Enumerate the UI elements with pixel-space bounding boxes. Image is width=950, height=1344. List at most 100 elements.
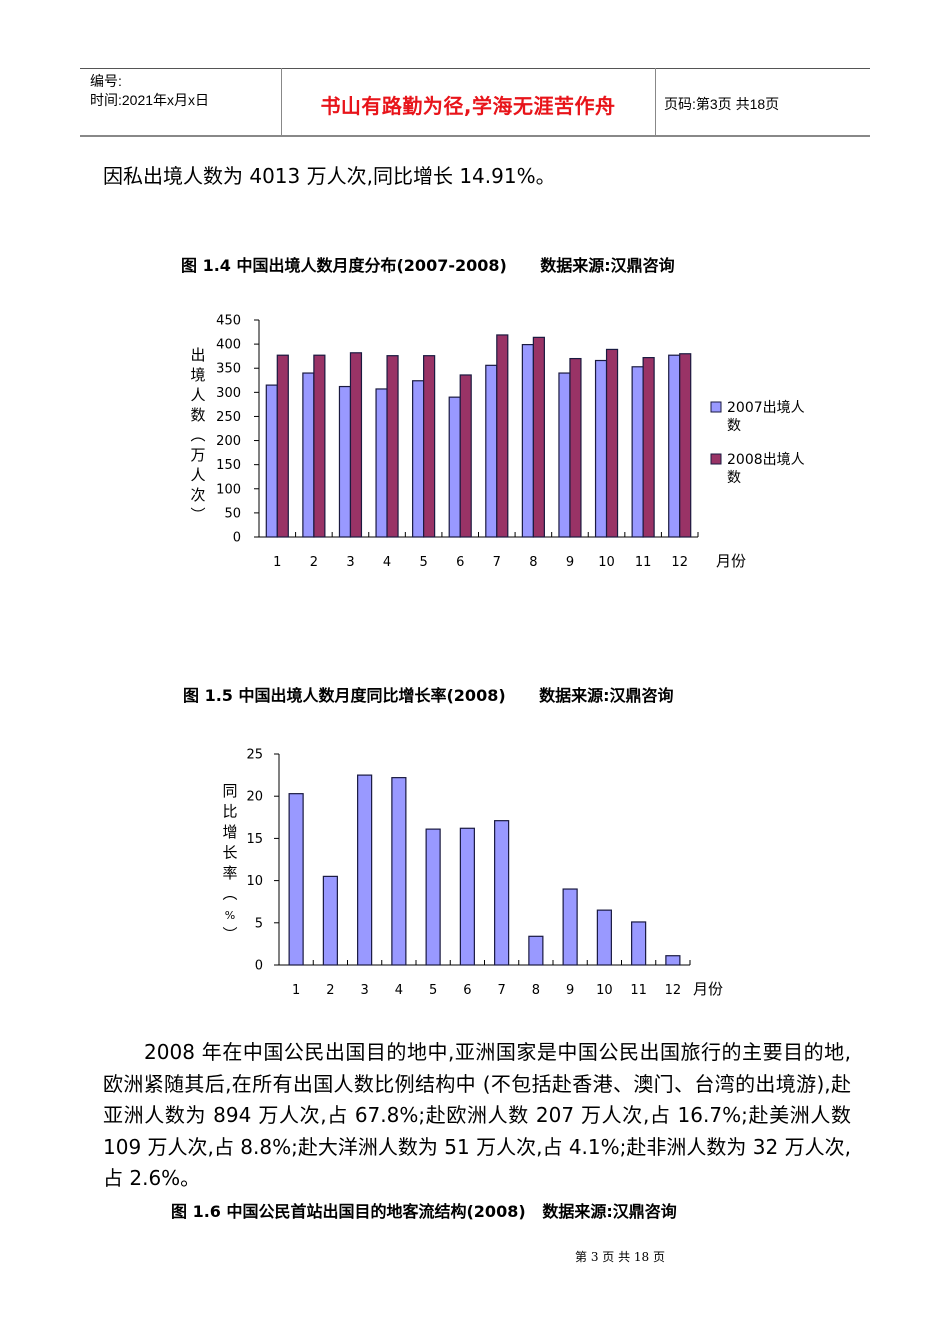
y-tick-label: 350 xyxy=(216,362,241,377)
x-tick-label: 8 xyxy=(529,555,537,570)
bar-series1-1 xyxy=(265,384,278,538)
y-axis-label-char: ︶ xyxy=(190,506,205,524)
x-tick-label: 6 xyxy=(463,983,471,998)
y-tick-label: 200 xyxy=(216,434,241,449)
y-axis-label-char: 境 xyxy=(190,366,205,384)
bar-series2-2 xyxy=(313,354,326,538)
y-tick-label: 15 xyxy=(246,832,263,847)
bar-series2-7 xyxy=(496,334,509,538)
x-tick-label: 1 xyxy=(292,983,300,998)
figure-1-5-title: 图 1.5 中国出境人数月度同比增长率(2008) 数据来源:汉鼎咨询 xyxy=(183,686,674,705)
x-tick-label: 12 xyxy=(665,983,682,998)
bar-series1-6 xyxy=(459,827,475,966)
y-axis-label-char: ︶ xyxy=(222,926,237,944)
bar-series1-8 xyxy=(521,343,534,538)
header-motto: 书山有路勤为径,学海无涯苦作舟 xyxy=(320,94,616,118)
legend-label-2: 2008出境人 xyxy=(727,452,805,468)
bar-series2-4 xyxy=(386,355,399,538)
x-axis-label: 月份 xyxy=(716,552,746,570)
x-tick-label: 9 xyxy=(566,983,574,998)
x-tick-label: 7 xyxy=(497,983,505,998)
y-tick-label: 150 xyxy=(216,458,241,473)
bar-series1-9 xyxy=(558,372,571,538)
bar-series1-11 xyxy=(631,366,644,538)
intro-line: 因私出境人数为 4013 万人次,同比增长 14.91%。 xyxy=(103,164,556,188)
y-tick-label: 0 xyxy=(233,531,241,546)
y-tick-label: 20 xyxy=(246,790,263,805)
legend-swatch-1 xyxy=(710,401,722,413)
y-tick-label: 250 xyxy=(216,410,241,425)
y-tick-label: 400 xyxy=(216,338,241,353)
header-divider-left xyxy=(281,68,282,136)
header-bottom-rule xyxy=(80,135,870,137)
bar-series2-10 xyxy=(605,348,619,538)
bar-series2-6 xyxy=(459,374,472,538)
y-axis-label-char: 人 xyxy=(190,466,205,484)
header-meta: 编号: 时间:2021年x月x日 xyxy=(90,72,209,110)
bar-series1-2 xyxy=(302,372,315,538)
bar-series1-9 xyxy=(562,888,578,966)
bar-series1-6 xyxy=(448,396,461,538)
bar-series1-7 xyxy=(494,820,510,966)
y-axis-label-char: 人 xyxy=(190,386,205,404)
bar-series1-10 xyxy=(596,909,612,966)
y-tick-label: 50 xyxy=(224,506,241,521)
bar-series2-9 xyxy=(569,357,582,538)
bar-series1-5 xyxy=(425,828,441,966)
document-date-label: 时间:2021年x月x日 xyxy=(90,92,210,108)
bar-series1-4 xyxy=(375,388,388,538)
bar-series2-1 xyxy=(276,354,289,538)
document-number-label: 编号: xyxy=(90,73,122,89)
y-axis-label-char: 数 xyxy=(190,406,205,424)
x-tick-label: 2 xyxy=(326,983,334,998)
y-axis-label-char: % xyxy=(225,909,235,922)
y-tick-label: 5 xyxy=(255,916,263,931)
legend-label-1-cont: 数 xyxy=(727,418,741,434)
bar-series2-11 xyxy=(642,357,655,538)
x-axis-label: 月份 xyxy=(693,980,723,998)
x-tick-label: 7 xyxy=(493,555,501,570)
bar-series2-8 xyxy=(532,336,545,538)
bar-series1-5 xyxy=(412,380,425,538)
bar-series1-12 xyxy=(665,955,681,966)
legend-label-2-cont: 数 xyxy=(727,470,741,486)
bar-series2-3 xyxy=(349,352,363,538)
y-tick-label: 300 xyxy=(216,386,241,401)
destination-paragraph: 2008 年在中国公民出国目的地中,亚洲国家是中国公民出国旅行的主要目的地,欧洲… xyxy=(103,1040,851,1190)
bar-series1-3 xyxy=(357,774,373,966)
bar-series1-12 xyxy=(668,354,681,538)
bar-series1-2 xyxy=(322,875,338,966)
x-tick-label: 3 xyxy=(346,555,354,570)
y-axis-label-char: 同 xyxy=(222,782,237,800)
y-axis-label-char: 万 xyxy=(190,446,205,464)
page-footer: 第 3 页 共 18 页 xyxy=(575,1250,665,1264)
y-tick-label: 100 xyxy=(216,482,241,497)
y-tick-label: 450 xyxy=(216,314,241,329)
legend-swatch-2 xyxy=(710,453,722,465)
x-tick-label: 5 xyxy=(419,555,427,570)
y-axis-label-char: 增 xyxy=(222,823,237,841)
figure-1-4-title: 图 1.4 中国出境人数月度分布(2007-2008) 数据来源:汉鼎咨询 xyxy=(181,256,675,275)
x-tick-label: 12 xyxy=(671,555,688,570)
x-tick-label: 1 xyxy=(273,555,281,570)
x-tick-label: 9 xyxy=(566,555,574,570)
x-tick-label: 10 xyxy=(596,983,613,998)
bar-series1-1 xyxy=(288,793,304,966)
bar-series1-10 xyxy=(594,359,608,538)
bar-series2-5 xyxy=(423,355,436,538)
x-tick-label: 2 xyxy=(310,555,318,570)
figure-1-6-title: 图 1.6 中国公民首站出国目的地客流结构(2008) 数据来源:汉鼎咨询 xyxy=(171,1202,677,1221)
x-tick-label: 11 xyxy=(635,555,652,570)
bar-series1-3 xyxy=(338,385,352,538)
y-axis-label-char: 出 xyxy=(190,346,205,364)
y-axis-label-char: 率 xyxy=(222,864,237,882)
x-tick-label: 4 xyxy=(395,983,403,998)
y-axis-label-char: ︵ xyxy=(222,885,237,903)
y-axis-label-char: 长 xyxy=(222,844,237,862)
y-axis-label-char: 次 xyxy=(190,486,205,504)
bar-series1-11 xyxy=(631,921,647,966)
x-tick-label: 6 xyxy=(456,555,464,570)
header-page-info: 页码:第3页 共18页 xyxy=(664,96,780,112)
